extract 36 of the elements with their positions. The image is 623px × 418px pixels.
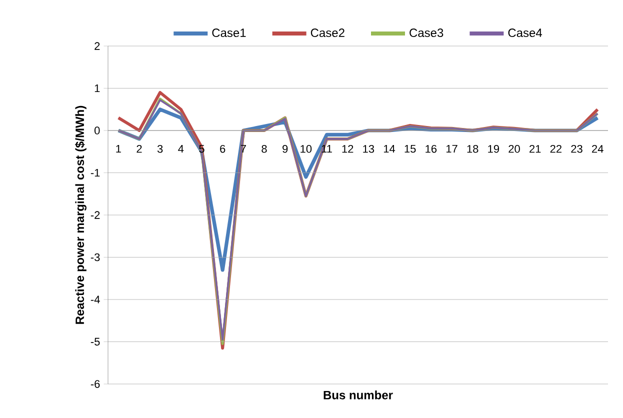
x-tick-label: 1 xyxy=(116,144,121,153)
y-tick-label: 0 xyxy=(94,126,100,134)
x-tick-label: 4 xyxy=(178,144,184,153)
y-axis-title: Reactive power marginal cost ($/MWh) xyxy=(75,106,86,324)
x-tick-label: 15 xyxy=(404,144,416,153)
y-tick-label: -3 xyxy=(90,253,100,262)
x-tick-label: 6 xyxy=(220,144,226,153)
x-tick-label: 10 xyxy=(300,144,312,153)
x-tick-label: 8 xyxy=(262,144,267,153)
x-tick-label: 24 xyxy=(592,144,604,153)
x-tick-label: 2 xyxy=(136,144,142,153)
x-tick-label: 12 xyxy=(342,144,354,153)
x-tick-label: 23 xyxy=(571,144,582,153)
legend-label: Case2 xyxy=(310,28,344,38)
legend-label: Case3 xyxy=(410,28,444,38)
x-axis-title: Bus number xyxy=(324,390,393,400)
y-tick-label: 2 xyxy=(94,42,100,50)
legend-label: Case4 xyxy=(508,28,542,38)
y-tick-label: -4 xyxy=(90,296,100,304)
y-tick-label: 1 xyxy=(94,84,100,92)
legend-label: Case1 xyxy=(212,28,246,38)
y-tick-label: -1 xyxy=(90,168,100,177)
y-tick-label: -5 xyxy=(90,338,100,346)
x-tick-label: 21 xyxy=(530,144,541,153)
y-tick-label: -6 xyxy=(90,380,100,388)
x-tick-label: 20 xyxy=(508,144,520,153)
x-tick-label: 18 xyxy=(467,144,478,153)
x-tick-label: 17 xyxy=(446,144,458,153)
x-tick-label: 22 xyxy=(550,144,562,153)
x-tick-label: 19 xyxy=(488,144,500,153)
y-tick-label: -2 xyxy=(90,211,100,219)
x-tick-label: 16 xyxy=(426,144,437,153)
x-tick-label: 13 xyxy=(363,144,374,153)
x-tick-label: 9 xyxy=(282,144,288,153)
x-tick-label: 14 xyxy=(384,144,396,153)
x-tick-label: 3 xyxy=(157,144,163,153)
